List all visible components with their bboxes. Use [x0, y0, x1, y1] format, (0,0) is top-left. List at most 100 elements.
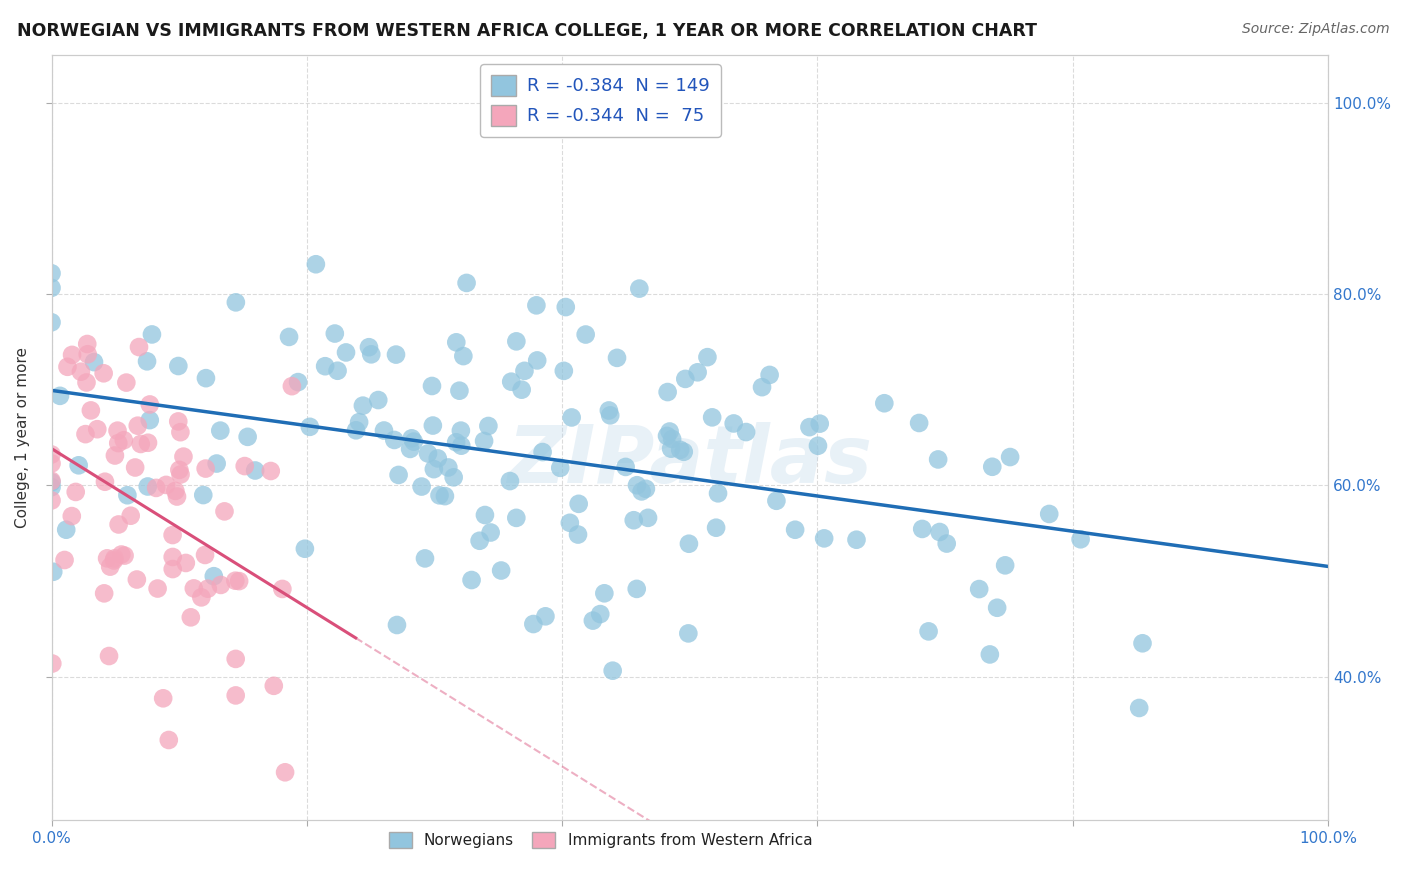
- Point: [53, 553, 76, 567]
- Point: [927, 452, 949, 467]
- Point: [553, 364, 575, 378]
- Point: [347, 415, 370, 429]
- Point: [110, 548, 132, 562]
- Point: [194, 371, 217, 385]
- Point: [233, 459, 256, 474]
- Point: [661, 432, 683, 446]
- Point: [125, 573, 148, 587]
- Point: [489, 564, 512, 578]
- Point: [169, 467, 191, 482]
- Point: [614, 459, 637, 474]
- Point: [735, 425, 758, 439]
- Point: [385, 348, 408, 362]
- Point: [129, 437, 152, 451]
- Point: [162, 528, 184, 542]
- Point: [582, 614, 605, 628]
- Point: [460, 573, 482, 587]
- Point: [510, 383, 533, 397]
- Point: [673, 372, 696, 386]
- Point: [169, 463, 191, 477]
- Point: [453, 349, 475, 363]
- Point: [429, 488, 451, 502]
- Point: [704, 521, 727, 535]
- Point: [357, 340, 380, 354]
- Point: [659, 442, 682, 456]
- Point: [917, 624, 939, 639]
- Point: [94, 475, 117, 489]
- Point: [83, 355, 105, 369]
- Point: [314, 359, 336, 374]
- Point: [602, 664, 624, 678]
- Point: [385, 618, 408, 632]
- Point: [382, 433, 405, 447]
- Point: [630, 484, 652, 499]
- Point: [626, 478, 648, 492]
- Point: [423, 462, 446, 476]
- Point: [107, 517, 129, 532]
- Point: [994, 558, 1017, 573]
- Point: [41, 266, 63, 280]
- Point: [437, 460, 460, 475]
- Point: [634, 482, 657, 496]
- Point: [146, 582, 169, 596]
- Point: [678, 537, 700, 551]
- Point: [202, 569, 225, 583]
- Point: [41, 315, 63, 329]
- Point: [1070, 533, 1092, 547]
- Point: [598, 403, 620, 417]
- Point: [107, 424, 129, 438]
- Point: [751, 380, 773, 394]
- Point: [49, 389, 72, 403]
- Point: [935, 536, 957, 550]
- Point: [450, 439, 472, 453]
- Point: [162, 562, 184, 576]
- Point: [623, 513, 645, 527]
- Point: [180, 610, 202, 624]
- Point: [678, 626, 700, 640]
- Point: [387, 467, 409, 482]
- Point: [120, 508, 142, 523]
- Point: [554, 300, 576, 314]
- Point: [169, 425, 191, 440]
- Point: [145, 481, 167, 495]
- Point: [352, 399, 374, 413]
- Point: [114, 549, 136, 563]
- Point: [593, 586, 616, 600]
- Point: [103, 553, 125, 567]
- Point: [162, 549, 184, 564]
- Point: [657, 385, 679, 400]
- Point: [655, 429, 678, 443]
- Point: [287, 375, 309, 389]
- Point: [96, 551, 118, 566]
- Point: [567, 527, 589, 541]
- Point: [1128, 701, 1150, 715]
- Point: [214, 504, 236, 518]
- Point: [1132, 636, 1154, 650]
- Point: [979, 648, 1001, 662]
- Point: [60, 509, 83, 524]
- Point: [197, 582, 219, 596]
- Point: [399, 442, 422, 456]
- Point: [799, 420, 821, 434]
- Point: [80, 403, 103, 417]
- Point: [505, 511, 527, 525]
- Point: [70, 365, 93, 379]
- Point: [526, 353, 548, 368]
- Point: [42, 565, 65, 579]
- Point: [373, 424, 395, 438]
- Point: [190, 591, 212, 605]
- Point: [117, 488, 139, 502]
- Point: [526, 298, 548, 312]
- Point: [758, 368, 780, 382]
- Point: [225, 295, 247, 310]
- Point: [433, 489, 456, 503]
- Point: [75, 427, 97, 442]
- Point: [98, 648, 121, 663]
- Point: [765, 493, 787, 508]
- Point: [209, 424, 232, 438]
- Point: [1038, 507, 1060, 521]
- Point: [505, 334, 527, 349]
- Point: [167, 414, 190, 428]
- Point: [479, 525, 502, 540]
- Point: [402, 434, 425, 449]
